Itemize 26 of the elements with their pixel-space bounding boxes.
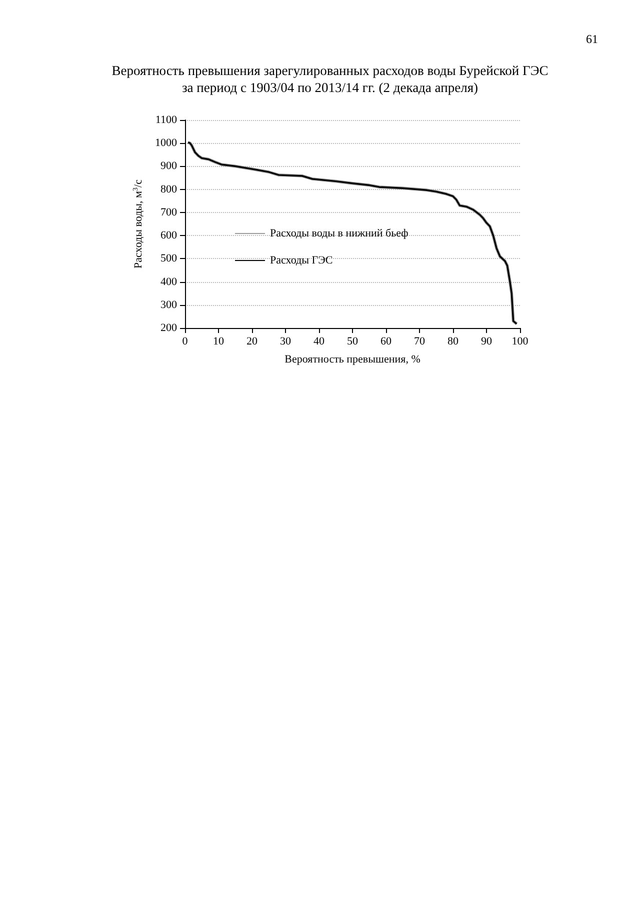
x-tick-label: 70	[414, 336, 426, 348]
y-tick-label: 600	[160, 230, 178, 242]
x-tick-label: 50	[347, 336, 358, 348]
x-tick-label: 10	[213, 336, 224, 348]
y-tick-label: 500	[160, 252, 178, 265]
y-tick-label: 700	[160, 206, 178, 218]
chart-title: Вероятность превышения зарегулированных расходов воды Бурейской ГЭС за период с 1903/04 по 2013/14 гг. (2 декада апреля)	[110, 62, 550, 96]
x-axis-title: Вероятность превышения, %	[284, 354, 420, 366]
y-tick-label: 1100	[155, 114, 178, 126]
x-tick-label: 30	[280, 336, 292, 348]
legend-label: Расходы ГЭС	[270, 254, 333, 266]
x-tick-label: 60	[380, 336, 392, 348]
y-tick-label: 400	[160, 276, 178, 288]
x-tick-label: 40	[314, 336, 325, 348]
x-tick-label: 0	[182, 336, 188, 348]
text: 61	[586, 32, 598, 47]
y-tick-label: 900	[160, 160, 178, 172]
x-tick-label: 90	[481, 336, 492, 348]
x-tick-label: 100	[512, 336, 529, 348]
y-tick-label: 300	[160, 298, 178, 311]
y-tick-label: 800	[160, 183, 178, 196]
legend-label: Расходы воды в нижний бьеф	[270, 228, 408, 240]
x-tick-label: 20	[246, 336, 258, 348]
x-tick-label: 80	[448, 336, 459, 348]
y-tick-label: 200	[160, 322, 178, 334]
y-tick-label: 1000	[155, 137, 178, 150]
